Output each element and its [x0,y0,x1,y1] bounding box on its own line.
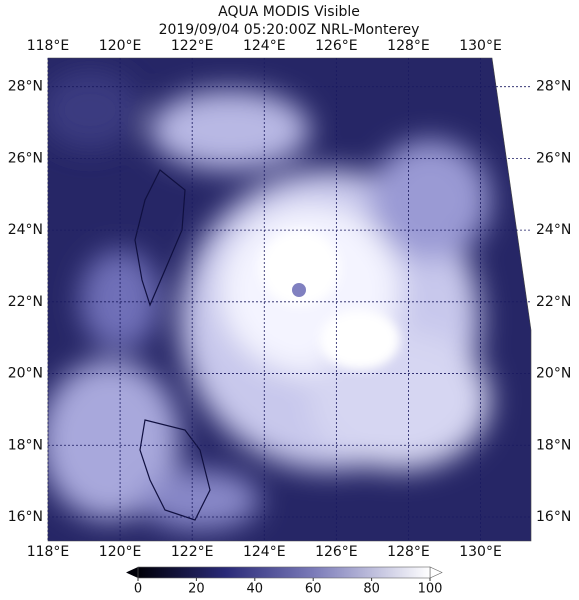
colorbar-tick-label: 40 [247,582,264,597]
lat-label-left: 16°N [8,509,43,525]
lon-label-top: 122°E [171,38,214,54]
lat-label-left: 28°N [8,79,43,95]
lat-label-left: 22°N [8,294,43,310]
lat-label-left: 26°N [8,150,43,166]
colorbar-tick-label: 80 [363,582,380,597]
lat-label-right: 22°N [536,294,571,310]
lon-label-top: 120°E [99,38,142,54]
lat-label-left: 18°N [8,437,43,453]
lon-label-bottom: 126°E [315,544,358,560]
lat-label-right: 24°N [536,222,571,238]
colorbar-tick-label: 60 [305,582,322,597]
colorbar-tick-label: 100 [418,582,443,597]
lon-label-bottom: 122°E [171,544,214,560]
satellite-image [48,58,531,541]
lat-label-right: 28°N [536,79,571,95]
colorbar-over [429,566,443,579]
graticule: 118°E 118°E 120°E 120°E 122°E 122°E 124°E 124°E… [8,38,572,560]
lat-label-left: 20°N [8,366,43,382]
lon-label-bottom: 130°E [459,544,502,560]
lat-label-right: 26°N [536,150,571,166]
lon-label-bottom: 124°E [243,544,286,560]
lon-label-bottom: 118°E [27,544,70,560]
lat-label-right: 16°N [536,509,571,525]
lon-label-top: 128°E [387,38,430,54]
lon-label-top: 126°E [315,38,358,54]
colorbar-tick-label: 0 [134,582,142,597]
lon-label-top: 130°E [459,38,502,54]
lat-label-right: 20°N [536,366,571,382]
colorbar: 0 20 40 60 80 100 [126,566,443,597]
lat-label-left: 24°N [8,222,43,238]
lon-label-top: 124°E [243,38,286,54]
colorbar-ramp [137,566,431,579]
colorbar-under [126,567,138,578]
lon-label-bottom: 120°E [99,544,142,560]
subtitle: 2019/09/04 05:20:00Z NRL-Monterey [159,22,420,38]
lon-label-top: 118°E [27,38,70,54]
title: AQUA MODIS Visible [218,4,360,20]
lat-label-right: 18°N [536,437,571,453]
colorbar-tick-label: 20 [188,582,205,597]
lon-label-bottom: 128°E [387,544,430,560]
